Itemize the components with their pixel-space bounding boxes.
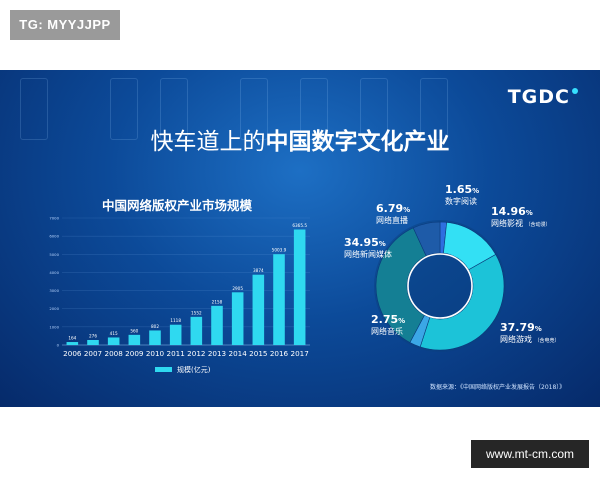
pie-label-online-games: 37.79% 网络游戏 （含电竞）	[500, 321, 560, 344]
x-tick-label: 2009	[125, 349, 144, 358]
y-tick-label: 4000	[49, 270, 59, 275]
y-tick-label: 2000	[49, 306, 59, 311]
bar-value-label: 802	[151, 324, 159, 329]
y-tick-label: 6000	[49, 234, 59, 239]
bar	[107, 337, 120, 345]
bar	[149, 330, 161, 345]
x-tick-label: 2016	[270, 349, 289, 358]
x-tick-label: 2008	[105, 349, 124, 358]
bar	[273, 254, 285, 345]
pie-label-online-music: 2.75% 网络音乐	[371, 313, 406, 336]
donut-slice	[375, 227, 427, 343]
x-tick-label: 2007	[84, 349, 102, 358]
donut-inner-ring	[407, 253, 473, 319]
slide-title-light: 快车道上的	[150, 129, 266, 155]
bar-value-label: 276	[89, 333, 97, 338]
bar	[211, 305, 223, 345]
bar	[190, 316, 203, 345]
bar-value-label: 3874	[253, 268, 264, 273]
pie-label-online-video: 14.96% 网络影视 （含动漫）	[491, 205, 551, 228]
slide-title-bold: 中国数字文化产业	[265, 129, 450, 155]
donut-slice	[412, 221, 441, 257]
bar-value-label: 415	[110, 331, 118, 336]
bar	[231, 292, 244, 345]
source-note: 数据来源：《中国网络版权产业发展报告（2018）》	[430, 384, 566, 391]
bar	[66, 342, 79, 345]
bar-value-label: 560	[130, 328, 138, 333]
footer-url-badge: www.mt-cm.com	[471, 440, 589, 468]
watermark-badge: TG: MYYJJPP	[10, 10, 120, 40]
x-tick-label: 2012	[187, 349, 205, 358]
y-tick-label: 7000	[49, 216, 59, 221]
x-tick-label: 2015	[249, 349, 267, 358]
bar-value-label: 1118	[170, 318, 181, 323]
pie-label-online-news: 34.95% 网络新闻媒体	[344, 236, 392, 259]
x-tick-label: 2010	[146, 349, 165, 358]
brand-logo: TGDC	[508, 86, 578, 108]
bar-value-label: 5003.9	[272, 248, 287, 253]
bar	[128, 334, 141, 345]
bar-value-label: 1552	[191, 310, 202, 315]
bar-value-label: 6365.5	[292, 223, 307, 228]
legend-swatch	[155, 367, 172, 372]
bar-value-label: 164	[68, 336, 76, 341]
bar-chart-title: 中国网络版权产业市场规模	[102, 198, 253, 213]
x-tick-label: 2006	[63, 349, 82, 358]
y-tick-label: 1000	[49, 324, 59, 329]
background-decoration	[0, 70, 600, 160]
bar	[169, 324, 182, 345]
bar	[293, 229, 306, 345]
bar	[87, 339, 99, 345]
legend-label: 规模(亿元)	[177, 365, 211, 374]
bar	[252, 274, 265, 345]
slide-title: 快车道上的中国数字文化产业	[0, 122, 600, 156]
pie-label-live-streaming: 6.79% 网络直播	[376, 202, 411, 225]
x-tick-label: 2013	[208, 349, 226, 358]
y-tick-label: 3000	[49, 288, 59, 293]
x-tick-label: 2017	[291, 349, 309, 358]
x-tick-label: 2011	[167, 349, 185, 358]
y-tick-label: 0	[57, 343, 60, 348]
bar-value-label: 2158	[212, 299, 223, 304]
presentation-slide: TGDC 快车道上的中国数字文化产业 中国网络版权产业市场规模 0 1000 200…	[0, 70, 600, 407]
pie-label-digital-reading: 1.65% 数字阅读	[445, 183, 480, 206]
y-tick-label: 5000	[49, 252, 59, 257]
donut-slice	[419, 254, 505, 351]
x-tick-label: 2014	[229, 349, 248, 358]
bar-value-label: 2905	[232, 286, 243, 291]
bar-chart: 0 1000 2000 3000 4000 5000 6000 7000 164 2006 276 2…	[49, 216, 506, 374]
